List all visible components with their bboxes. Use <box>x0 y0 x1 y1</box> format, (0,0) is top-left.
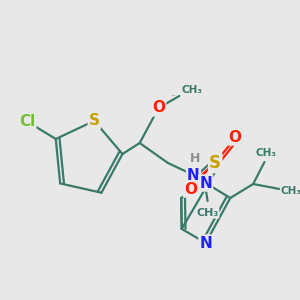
Text: CH₃: CH₃ <box>181 85 202 95</box>
Text: CH₃: CH₃ <box>256 148 277 158</box>
Text: N: N <box>200 176 212 190</box>
Text: H: H <box>190 152 200 166</box>
Text: O: O <box>229 130 242 145</box>
Text: S: S <box>89 113 100 128</box>
Text: CH₃: CH₃ <box>196 208 219 218</box>
Text: methyl: methyl <box>172 95 177 96</box>
Text: O: O <box>152 100 165 116</box>
Text: S: S <box>209 154 221 172</box>
Text: O: O <box>184 182 197 196</box>
Text: Cl: Cl <box>19 114 35 129</box>
Text: N: N <box>187 167 200 182</box>
Text: N: N <box>200 236 212 250</box>
Text: CH₃: CH₃ <box>280 186 300 196</box>
